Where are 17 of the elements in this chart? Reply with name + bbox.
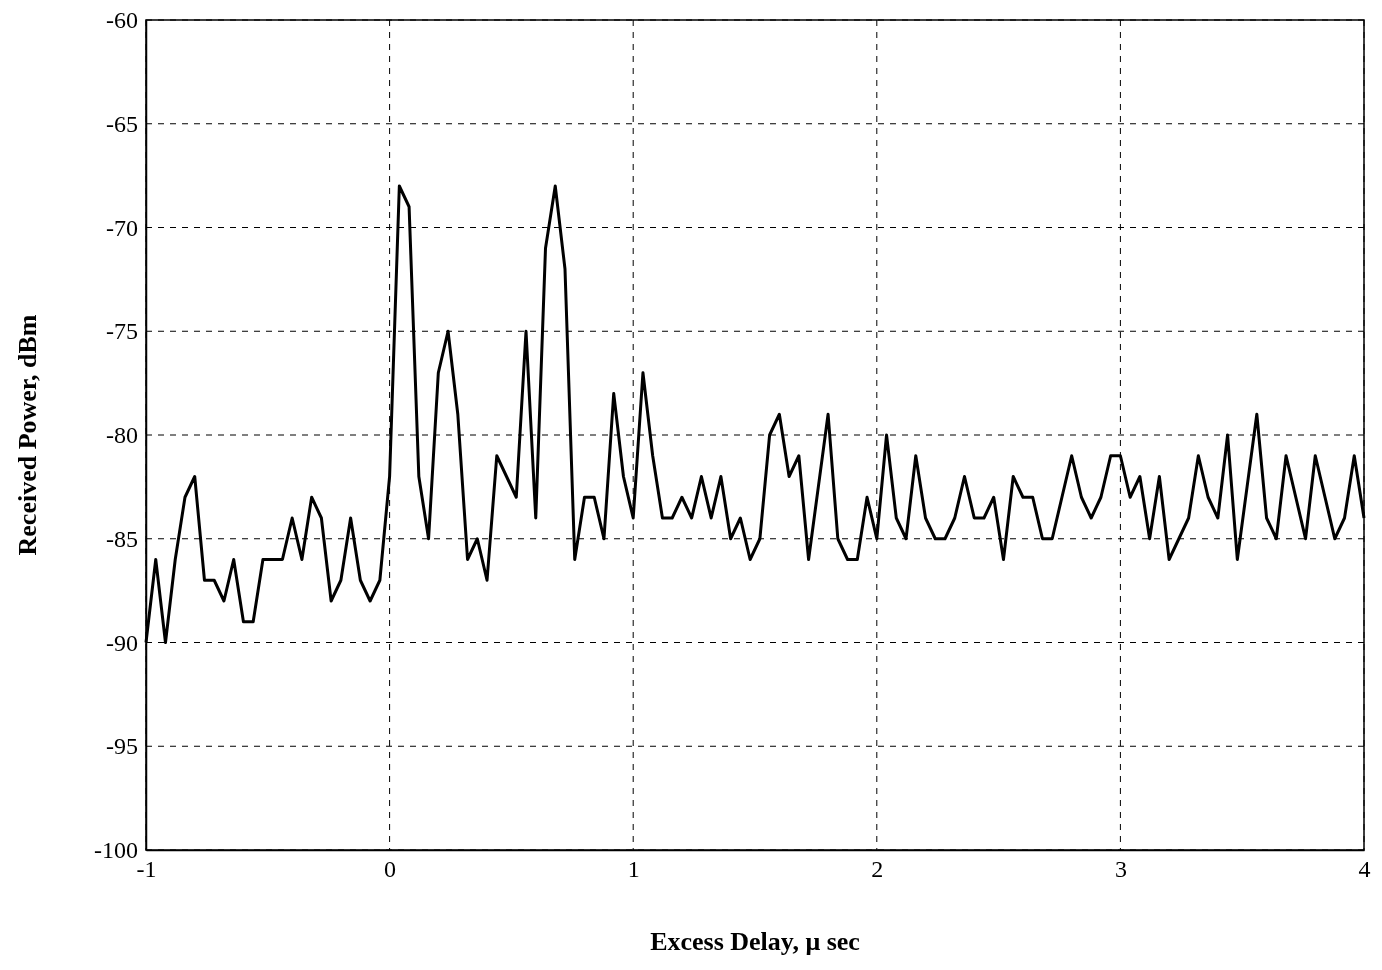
y-tick-label: -75 [106,318,138,345]
y-tick-label: -60 [106,7,138,34]
y-tick-label: -90 [106,629,138,656]
x-axis-title: Excess Delay, μ sec [650,927,860,956]
y-tick-label: -85 [106,525,138,552]
y-tick-label: -80 [106,422,138,449]
x-tick-label: -1 [136,856,157,883]
x-tick-label: 3 [1114,856,1127,883]
y-tick-label: -65 [106,110,138,137]
x-tick-label: 1 [627,856,640,883]
x-tick-label: 2 [871,856,884,883]
x-tick-label: 0 [384,856,397,883]
y-tick-label: -95 [106,733,138,760]
y-tick-label: -70 [106,214,138,241]
y-tick-label: -100 [94,837,138,864]
y-axis-title: Received Power, dBm [13,314,42,556]
x-tick-label: 4 [1358,856,1371,883]
